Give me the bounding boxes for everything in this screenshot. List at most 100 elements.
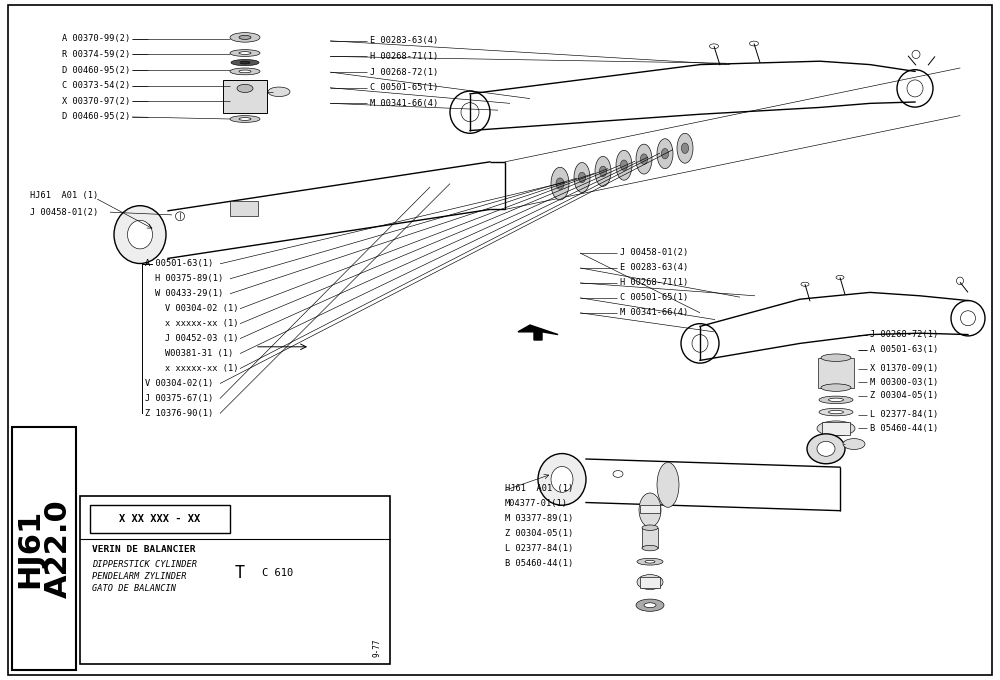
Text: D 00460-95(2): D 00460-95(2) — [62, 65, 130, 75]
Ellipse shape — [551, 466, 573, 492]
Text: A 00501-63(1): A 00501-63(1) — [145, 259, 213, 269]
Ellipse shape — [231, 60, 259, 65]
Ellipse shape — [640, 154, 648, 165]
Text: M 00300-03(1): M 00300-03(1) — [870, 377, 938, 387]
Ellipse shape — [450, 91, 490, 133]
Text: M 00341-66(4): M 00341-66(4) — [620, 308, 688, 318]
Ellipse shape — [636, 599, 664, 611]
Ellipse shape — [538, 454, 586, 505]
Ellipse shape — [556, 178, 564, 189]
Bar — [12, 427, 76, 670]
Ellipse shape — [897, 69, 933, 107]
Text: V 00304-02 (1): V 00304-02 (1) — [165, 304, 239, 313]
Ellipse shape — [677, 133, 693, 163]
Ellipse shape — [599, 166, 607, 177]
Ellipse shape — [642, 525, 658, 530]
Ellipse shape — [574, 163, 590, 192]
Ellipse shape — [644, 603, 656, 608]
Text: C 00501-65(1): C 00501-65(1) — [370, 83, 438, 92]
Ellipse shape — [239, 52, 251, 54]
Ellipse shape — [637, 575, 663, 590]
Ellipse shape — [642, 545, 658, 551]
Text: J 00458-01(2): J 00458-01(2) — [620, 248, 688, 258]
Ellipse shape — [681, 324, 719, 363]
Text: R 00374-59(2): R 00374-59(2) — [62, 50, 130, 59]
Text: W00381-31 (1): W00381-31 (1) — [165, 349, 233, 358]
Ellipse shape — [240, 61, 250, 64]
Text: x xxxxx-xx (1): x xxxxx-xx (1) — [165, 364, 239, 373]
Text: A 00501-63(1): A 00501-63(1) — [870, 345, 938, 354]
Ellipse shape — [620, 160, 628, 171]
Text: J 00375-67(1): J 00375-67(1) — [145, 394, 213, 403]
Text: H 00375-89(1): H 00375-89(1) — [155, 274, 223, 284]
Ellipse shape — [828, 398, 844, 401]
Bar — [80, 496, 390, 664]
Text: J 00458-01(2): J 00458-01(2) — [30, 207, 98, 217]
Text: M04377-01(1): M04377-01(1) — [505, 498, 568, 508]
Text: Z 10376-90(1): Z 10376-90(1) — [145, 409, 213, 418]
Ellipse shape — [657, 462, 679, 507]
Text: GATO DE BALANCIN: GATO DE BALANCIN — [92, 584, 176, 594]
Text: C 00373-54(2): C 00373-54(2) — [62, 81, 130, 90]
Text: PENDELARM ZYLINDER: PENDELARM ZYLINDER — [92, 572, 186, 581]
Text: C 00501-65(1): C 00501-65(1) — [620, 293, 688, 303]
Text: B 05460-44(1): B 05460-44(1) — [870, 424, 938, 433]
Bar — [223, 80, 267, 113]
Text: VERIN DE BALANCIER: VERIN DE BALANCIER — [92, 545, 196, 554]
Ellipse shape — [807, 434, 845, 464]
Ellipse shape — [951, 301, 985, 336]
Polygon shape — [518, 325, 558, 340]
Ellipse shape — [230, 68, 260, 75]
Bar — [230, 201, 258, 216]
Text: X 00370-97(2): X 00370-97(2) — [62, 97, 130, 106]
Ellipse shape — [817, 421, 855, 436]
Ellipse shape — [821, 384, 851, 391]
Text: L 02377-84(1): L 02377-84(1) — [505, 543, 573, 553]
Ellipse shape — [657, 139, 673, 169]
Ellipse shape — [616, 150, 632, 180]
Text: L 02377-84(1): L 02377-84(1) — [870, 410, 938, 420]
Ellipse shape — [239, 35, 251, 39]
Ellipse shape — [230, 50, 260, 56]
Ellipse shape — [821, 354, 851, 362]
Text: X XX XXX - XX: X XX XXX - XX — [119, 514, 201, 524]
Text: T: T — [235, 564, 245, 581]
Text: HJ61  A01 (1): HJ61 A01 (1) — [30, 191, 98, 201]
Ellipse shape — [128, 220, 152, 249]
Ellipse shape — [645, 560, 655, 563]
Text: D 00460-95(2): D 00460-95(2) — [62, 112, 130, 122]
Bar — [818, 358, 854, 388]
Text: E 00283-63(4): E 00283-63(4) — [370, 36, 438, 46]
Text: HJ61
A22.0: HJ61 A22.0 — [16, 499, 72, 598]
Text: J 00268-72(1): J 00268-72(1) — [370, 67, 438, 77]
Text: x xxxxx-xx (1): x xxxxx-xx (1) — [165, 319, 239, 328]
Text: J 00452-03 (1): J 00452-03 (1) — [165, 334, 239, 343]
Ellipse shape — [843, 439, 865, 449]
Text: A 00370-99(2): A 00370-99(2) — [62, 34, 130, 44]
Ellipse shape — [828, 410, 844, 413]
Ellipse shape — [636, 144, 652, 174]
Bar — [642, 528, 658, 548]
Text: B 05460-44(1): B 05460-44(1) — [505, 558, 573, 568]
Text: H 00268-71(1): H 00268-71(1) — [620, 278, 688, 288]
Text: E 00283-63(4): E 00283-63(4) — [620, 263, 688, 273]
Text: X 01370-09(1): X 01370-09(1) — [870, 364, 938, 373]
Ellipse shape — [239, 118, 251, 120]
Bar — [640, 577, 660, 588]
Bar — [640, 505, 660, 513]
Text: Z 00304-05(1): Z 00304-05(1) — [870, 391, 938, 401]
Ellipse shape — [637, 558, 663, 565]
Ellipse shape — [817, 441, 835, 456]
Bar — [90, 505, 230, 533]
Ellipse shape — [819, 408, 853, 415]
Ellipse shape — [551, 167, 569, 200]
Text: J 00268-72(1): J 00268-72(1) — [870, 330, 938, 339]
Ellipse shape — [578, 172, 586, 183]
Text: 9-77: 9-77 — [373, 639, 382, 657]
Text: M 00341-66(4): M 00341-66(4) — [370, 99, 438, 108]
Ellipse shape — [239, 70, 251, 73]
Ellipse shape — [595, 156, 611, 186]
Text: H 00268-71(1): H 00268-71(1) — [370, 52, 438, 61]
Text: C 610: C 610 — [262, 568, 293, 577]
Text: W 00433-29(1): W 00433-29(1) — [155, 289, 223, 299]
